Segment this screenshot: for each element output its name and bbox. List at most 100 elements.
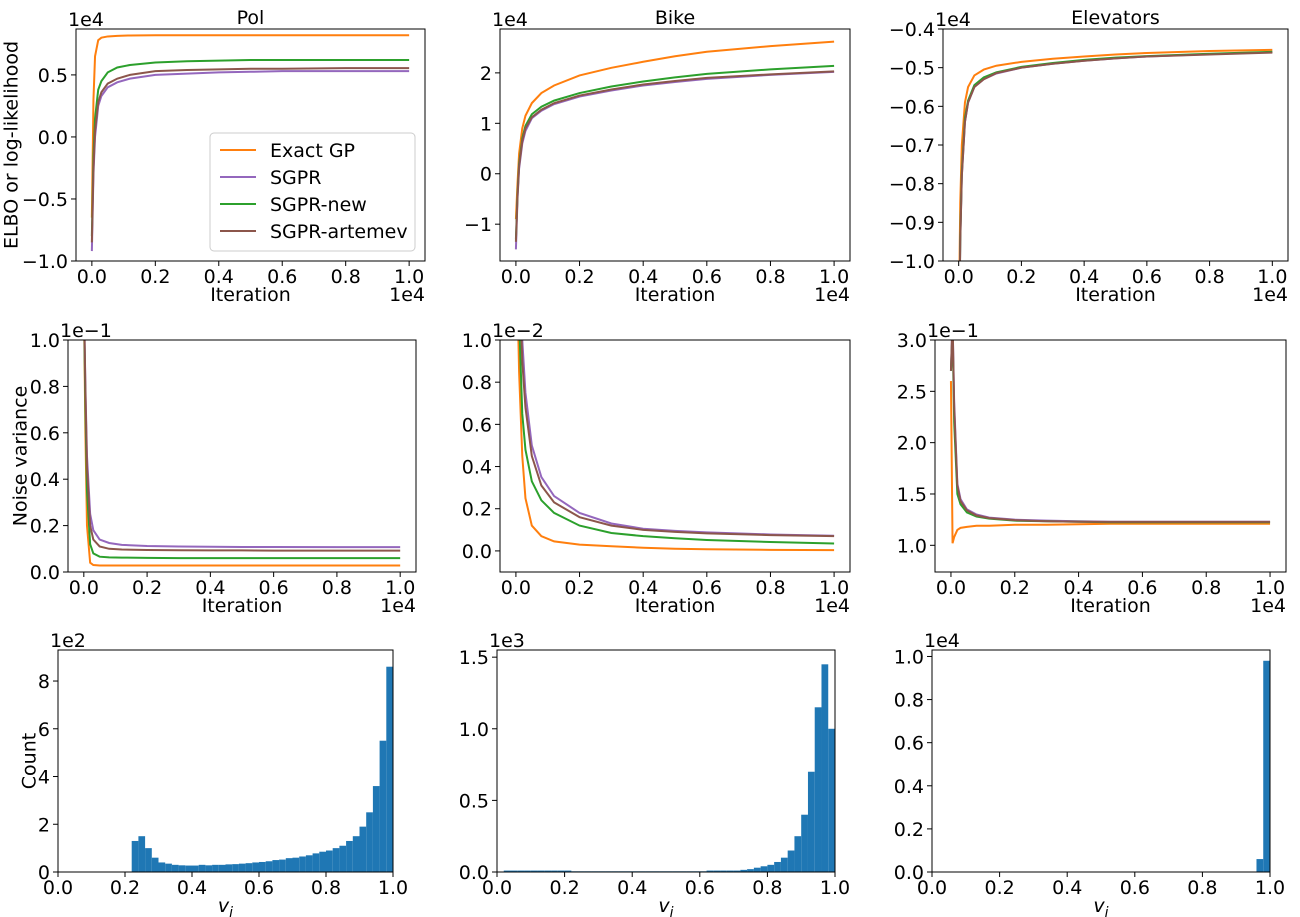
legend-label: SGPR [270,167,321,189]
bar [238,863,246,872]
x-tick-label: 0.2 [984,877,1014,899]
bar [185,865,192,872]
x-axis-label-main: v [658,895,670,917]
y-tick-label: 0.8 [894,690,924,712]
series-line [959,51,1273,261]
panel: 0.0 0.2 0.4 0.6 0.8 1.0 −1 0 1 2 Bike 1e4 1e4 Iterati… [464,7,851,306]
panel: 0.0 0.2 0.4 0.6 0.8 1.0 1.0 1.5 2.0 2.5 3.0 1e−1 1e4… [897,320,1287,617]
y-tick-label: 0.4 [30,469,60,491]
series-line [949,381,1271,544]
series-line [949,340,1271,523]
bar [339,845,347,872]
panel: 0.0 0.2 0.4 0.6 0.8 1.00.00.20.40.60.81.0 1e−1… [10,320,417,617]
x-tick-label: 1.0 [394,266,424,288]
y-tick-label: −1.0 [22,251,68,273]
y-tick-label: 0.4 [894,776,924,798]
x-tick-label: 0.2 [110,877,140,899]
x-tick-label: 1.0 [1257,266,1287,288]
axes-frame [942,28,1289,262]
bar [524,870,531,872]
y-tick-label: 0.4 [462,457,492,479]
x-tick-label: 1.0 [1255,877,1285,899]
x-axis-label-main: v [218,895,230,917]
series-line [958,50,1273,261]
x-tick-label: 0.4 [1069,266,1099,288]
x-tick-label: 0.0 [501,577,531,599]
bar [1256,859,1264,872]
axes-frame [499,339,851,573]
legend: Exact GP SGPR SGPR-new SGPR-artemev [209,132,416,252]
bar [272,860,280,872]
bar [279,859,286,872]
series-line [83,340,401,552]
legend-label: Exact GP [270,140,355,162]
x-tick-label: 1.0 [819,577,849,599]
y-tick-label: −0.8 [889,174,935,196]
bar [158,862,166,872]
y-tick-label: 0.0 [30,562,60,584]
x-axis-label: Iteration [635,284,716,306]
x-tick-label: 0.8 [331,266,361,288]
x-tick-label: 0.4 [1052,877,1082,899]
y-tick-label: 2.0 [897,433,927,455]
y-tick-label: 0.5 [459,790,489,812]
y-tick-label: −1 [464,214,492,236]
bar [299,856,306,872]
y-tick-label: −0.9 [889,212,935,234]
x-offset: 1e4 [1250,595,1286,617]
x-tick-label: 1.0 [385,577,415,599]
x-tick-label: 0.8 [1191,577,1221,599]
plot-area [949,340,1271,544]
bar [801,814,808,872]
y-tick-label: 4 [38,767,50,789]
plot-area [514,40,835,250]
bar [178,865,186,872]
series-line [90,67,410,243]
y-tick-label: 2.5 [897,381,927,403]
bar [352,836,360,872]
chart-title: Elevators [1071,7,1160,29]
x-tick-label: 0.8 [322,577,352,599]
bar [557,870,565,872]
x-tick-label: 0.6 [259,577,289,599]
chart-title: Pol [237,7,265,29]
y-tick-label: −0.5 [889,58,935,80]
plot-area [503,664,835,872]
bar [720,870,727,872]
x-tick-label: 0.4 [628,577,658,599]
y-tick-label: 0.8 [30,376,60,398]
y-tick-label: 6 [38,719,50,741]
series-line [514,70,835,242]
series-line [514,40,835,220]
bar [760,866,768,872]
x-tick-label: 0.2 [1006,266,1036,288]
y-tick-label: 1.5 [459,647,489,669]
bar [326,850,333,872]
y-axis-label: ELBO or log-likelihood [1,41,23,249]
x-axis-label: Iteration [635,595,716,617]
bar [245,863,253,872]
y-tick-label: 1.0 [894,646,924,668]
bar [285,858,293,872]
axes-frame [75,28,426,262]
bar [510,870,518,872]
x-tick-label: 0.0 [77,266,107,288]
bar [312,853,320,872]
y-tick-label: −0.7 [889,135,935,157]
x-tick-label: 0.6 [685,877,715,899]
bar [366,812,373,872]
legend-box [209,132,416,252]
y-tick-label: 0.0 [459,862,489,884]
chart-title: Bike [655,7,695,29]
bar [767,864,775,872]
bar [517,870,525,872]
x-offset: 1e4 [814,284,850,306]
x-tick-label: 0.6 [1120,877,1150,899]
bar [151,857,159,872]
bar [346,840,353,872]
x-tick-label: 0.4 [628,266,658,288]
x-tick-label: 1.0 [820,877,850,899]
axes-frame [499,28,851,262]
series-line [959,51,1273,261]
